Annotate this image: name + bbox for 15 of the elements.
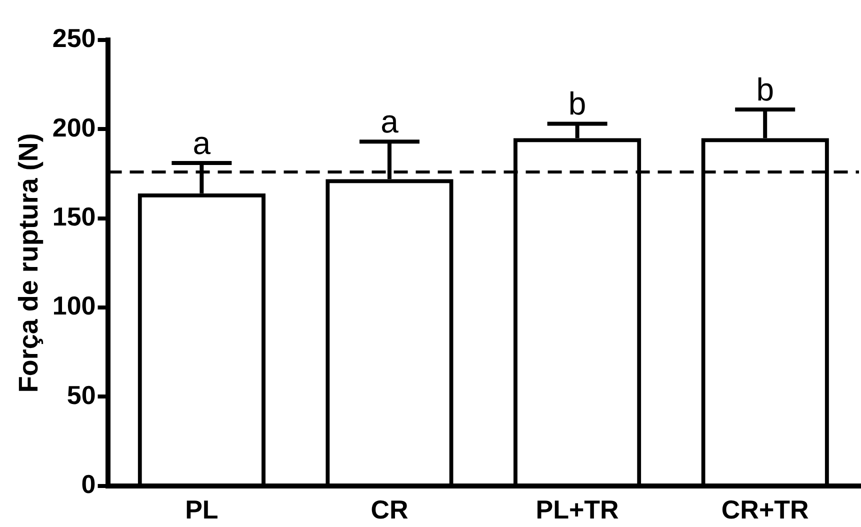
- annotation: b: [756, 71, 774, 108]
- y-tick-label: 50: [66, 380, 96, 410]
- x-tick-label: PL: [185, 494, 218, 525]
- y-axis-title: Força de ruptura (N): [14, 133, 44, 393]
- annotation: b: [568, 86, 586, 122]
- y-tick-label: 150: [52, 201, 96, 232]
- x-tick-label: CR: [370, 494, 408, 525]
- y-tick-label: 0: [81, 468, 96, 499]
- x-tick-label: PL+TR: [536, 494, 620, 525]
- y-tick-label: 100: [52, 290, 96, 321]
- y-tick-label: 200: [52, 112, 96, 142]
- annotation: a: [380, 103, 399, 140]
- y-tick-label: 250: [52, 23, 96, 54]
- x-tick-label: CR+TR: [721, 494, 810, 525]
- annotation: a: [192, 124, 211, 161]
